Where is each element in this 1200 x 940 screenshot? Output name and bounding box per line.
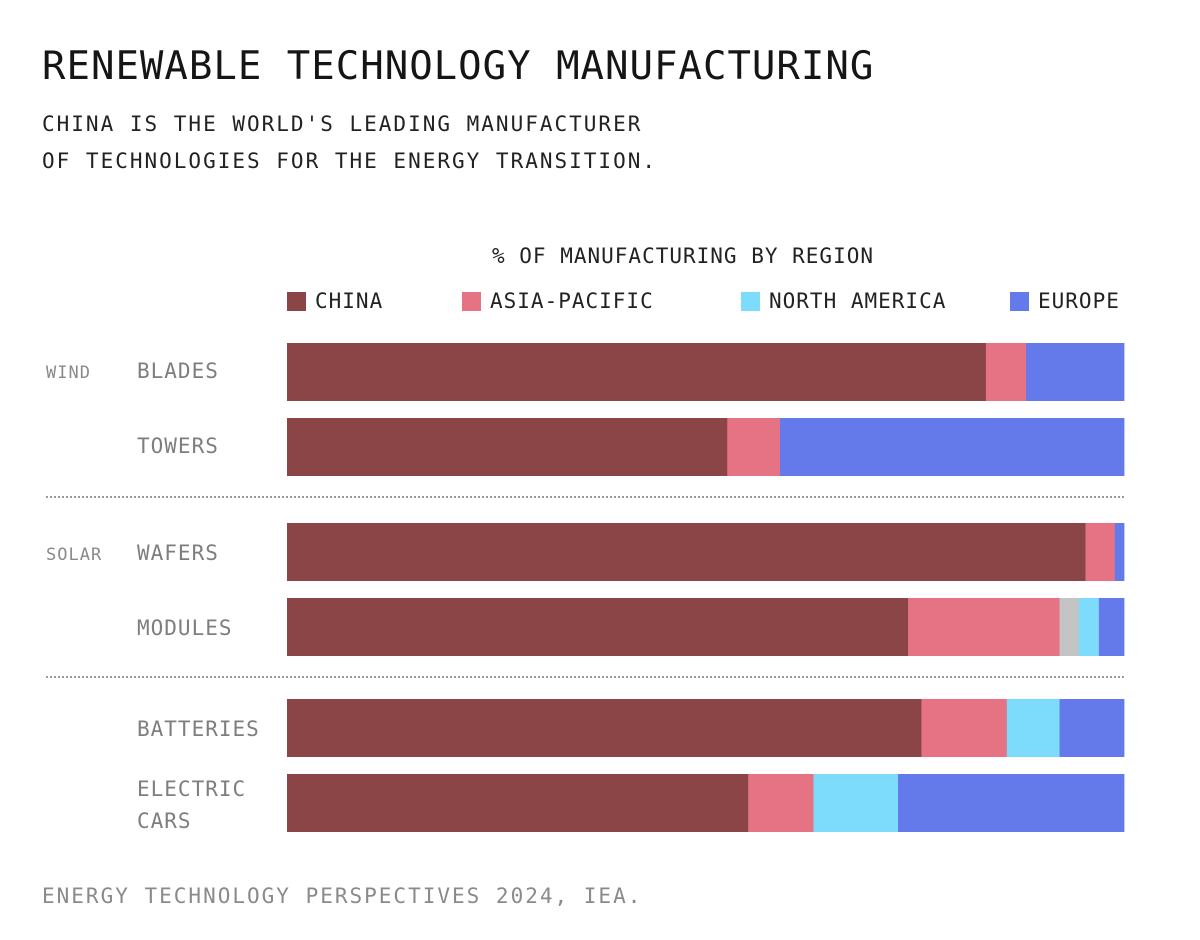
legend-label-asia-pacific: ASIA-PACIFIC (490, 289, 654, 313)
legend-swatch-north-america (741, 291, 760, 311)
category-label-towers: TOWERS (137, 430, 219, 462)
bar-modules-china (287, 598, 909, 656)
bar-electric-cars-china (287, 774, 749, 832)
category-label-modules: MODULES (137, 612, 233, 644)
bar-towers-asia-pacific (727, 418, 781, 476)
subtitle-line-2: OF TECHNOLOGIES FOR THE ENERGY TRANSITIO… (42, 149, 658, 173)
chart-title: RENEWABLE TECHNOLOGY MANUFACTURING (42, 44, 875, 89)
bar-blades-china (287, 343, 987, 401)
legend-item-north-america: NORTH AMERICA (741, 287, 946, 315)
group-separator-solar-other (46, 676, 1124, 678)
source-note: ENERGY TECHNOLOGY PERSPECTIVES 2024, IEA… (42, 884, 643, 908)
bar-modules-asia-pacific (908, 598, 1060, 656)
bar-modules-other (1059, 598, 1080, 656)
legend-label-north-america: NORTH AMERICA (769, 289, 947, 313)
category-label-line: BLADES (137, 359, 219, 383)
category-label-line: WAFERS (137, 541, 219, 565)
bar-blades-asia-pacific (985, 343, 1027, 401)
legend-swatch-china (287, 291, 306, 311)
group-label-solar: SOLAR (46, 545, 103, 565)
category-label-line: CARS (137, 809, 192, 833)
category-label-electric-cars: ELECTRIC CARS (137, 773, 246, 837)
category-label-blades: BLADES (137, 355, 219, 387)
legend-label-europe: EUROPE (1038, 289, 1120, 313)
subtitle-line-1: CHINA IS THE WORLD'S LEADING MANUFACTURE… (42, 112, 643, 136)
bar-electric-cars-north-america (813, 774, 899, 832)
bar-electric-cars-europe (898, 774, 1125, 832)
legend-label-china: CHINA (315, 289, 384, 313)
bar-blades-europe (1026, 343, 1125, 401)
bar-modules-north-america (1078, 598, 1100, 656)
legend-item-china: CHINA (287, 287, 383, 315)
bar-towers-china (287, 418, 728, 476)
bar-modules-europe (1098, 598, 1125, 656)
chart-subtitle: CHINA IS THE WORLD'S LEADING MANUFACTURE… (42, 106, 657, 180)
bar-batteries-china (287, 699, 922, 757)
category-label-line: ELECTRIC (137, 777, 247, 801)
bar-batteries-north-america (1006, 699, 1060, 757)
category-label-line: BATTERIES (137, 717, 260, 741)
category-label-line: MODULES (137, 616, 233, 640)
legend-item-asia-pacific: ASIA-PACIFIC (462, 287, 654, 315)
bar-wafers-europe (1114, 523, 1125, 581)
chart-heading: % OF MANUFACTURING BY REGION (492, 244, 875, 268)
category-label-wafers: WAFERS (137, 537, 219, 569)
group-label-wind: WIND (46, 363, 91, 383)
legend-swatch-europe (1010, 291, 1029, 311)
legend-item-europe: EUROPE (1010, 287, 1120, 315)
bar-wafers-china (287, 523, 1086, 581)
bar-towers-europe (779, 418, 1125, 476)
category-label-line: TOWERS (137, 434, 219, 458)
category-label-batteries: BATTERIES (137, 713, 260, 745)
bar-batteries-europe (1059, 699, 1125, 757)
bar-batteries-asia-pacific (921, 699, 1008, 757)
bar-wafers-asia-pacific (1085, 523, 1116, 581)
group-separator-wind-solar (46, 496, 1124, 498)
bar-electric-cars-asia-pacific (748, 774, 814, 832)
legend-swatch-asia-pacific (462, 291, 481, 311)
